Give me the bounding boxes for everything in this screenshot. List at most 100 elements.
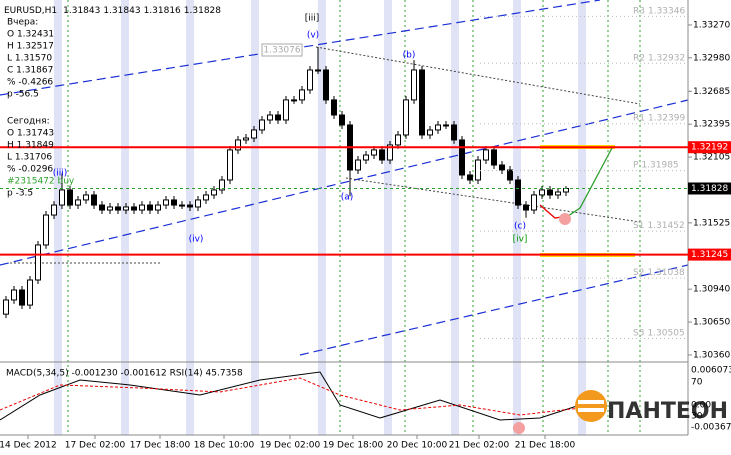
info-line: L 1.31570 xyxy=(7,54,52,64)
candle-body xyxy=(531,194,537,211)
pivot-label: S1 1.31452 xyxy=(633,221,685,231)
candle-body xyxy=(179,204,185,207)
candle-body xyxy=(43,214,49,246)
forecast-arrow xyxy=(567,147,613,217)
candle-body xyxy=(171,199,177,206)
candle-body xyxy=(291,99,297,102)
wave-label: (b) xyxy=(403,51,416,61)
candle-body xyxy=(555,191,561,196)
y-tick-label: 1.31525 xyxy=(693,218,730,228)
candle-body xyxy=(499,164,505,171)
pivot-value: 1.33346 xyxy=(648,6,685,16)
price-tag xyxy=(688,182,731,195)
info-line: p -3.5 xyxy=(7,189,33,199)
wave-label: 1.33076 xyxy=(263,46,300,56)
candle-body xyxy=(475,159,481,181)
info-line: % -0.4266 xyxy=(7,78,53,88)
wave-label: (c) xyxy=(514,222,526,232)
level-label: 1.31245 xyxy=(691,250,728,260)
pivot-value: 1.32399 xyxy=(648,113,685,123)
candle-body xyxy=(99,204,105,211)
session-band xyxy=(186,0,194,435)
candle-body xyxy=(459,139,465,176)
y-tick-label: 1.33270 xyxy=(693,20,730,30)
indicator-axis-label: 70 xyxy=(691,378,703,388)
pivot-name: R1 xyxy=(633,113,645,123)
info-line: H 1.31849 xyxy=(7,141,54,151)
level-tag xyxy=(688,248,731,261)
wave-label: (v) xyxy=(307,31,319,41)
candle-body xyxy=(419,69,425,136)
candle-body xyxy=(147,204,153,211)
marker xyxy=(559,213,571,225)
candle-body xyxy=(275,114,281,121)
candle-body xyxy=(139,204,145,211)
candle-body xyxy=(203,194,209,201)
x-tick-label: 21 Dec 02:00 xyxy=(449,441,510,451)
ohlc-value: 1.31843 xyxy=(103,6,140,16)
pivot-label: R3 1.33346 xyxy=(633,6,685,16)
candle-body xyxy=(395,134,401,146)
session-band xyxy=(513,0,521,435)
ohlc-value: 1.31843 xyxy=(63,6,100,16)
pivot-name: S1 xyxy=(633,221,644,231)
info-line: Вчера: xyxy=(7,18,38,28)
session-bands xyxy=(54,0,641,435)
candle-body xyxy=(123,206,129,211)
indicator-axis-label: 0.00 xyxy=(691,401,711,411)
price-label: 1.31828 xyxy=(691,184,728,194)
candle-body xyxy=(67,189,73,206)
y-tick-label: 1.30940 xyxy=(693,285,730,295)
candle-body xyxy=(35,244,41,281)
session-band xyxy=(384,0,392,435)
y-tick-label: 1.30650 xyxy=(693,318,730,328)
candle-body xyxy=(371,149,377,156)
wave-label: (a) xyxy=(341,193,354,203)
info-line: % -0.0296 xyxy=(7,165,53,175)
logo: ПАНТЕОН xyxy=(575,390,728,424)
session-band xyxy=(578,0,586,435)
pivot-name: P xyxy=(633,160,639,170)
candle-body xyxy=(83,194,89,201)
candle-body xyxy=(539,189,545,196)
info-line: Сегодня: xyxy=(7,117,50,127)
candle-body xyxy=(411,69,417,101)
main-panel xyxy=(3,46,569,319)
wave-label: [iii] xyxy=(305,14,320,24)
candle-body xyxy=(435,124,441,131)
pivot-value: 1.32932 xyxy=(648,53,685,63)
indicator-lines xyxy=(0,371,581,421)
candle-body xyxy=(443,124,449,127)
candle-body xyxy=(115,206,121,211)
info-line: C 1.31867 xyxy=(7,66,53,76)
pivot-name: S2 xyxy=(633,268,644,278)
x-tick-label: 21 Dec 18:00 xyxy=(515,441,576,451)
candle-body xyxy=(91,194,97,206)
pivot-label: P 1.31985 xyxy=(633,160,679,170)
price-box xyxy=(261,43,303,57)
x-tick-label: 20 Dec 10:00 xyxy=(387,441,448,451)
candle-body xyxy=(515,179,521,206)
candle-body xyxy=(355,159,361,171)
indicator-axis-label: 30 xyxy=(691,412,703,422)
session-band xyxy=(251,0,259,435)
session-band xyxy=(121,0,129,435)
info-line: O 1.31743 xyxy=(7,129,54,139)
x-tick-label: 19 Dec 02:00 xyxy=(260,441,321,451)
candle-body xyxy=(187,204,193,208)
candle-body xyxy=(379,149,385,161)
x-tick-label: 17 Dec 02:00 xyxy=(65,441,126,451)
pivot-name: R3 xyxy=(633,6,645,16)
symbol: EURUSD,H1 xyxy=(4,6,57,16)
pivot-label: R1 1.32399 xyxy=(633,113,685,123)
wave-label: (iii) xyxy=(53,169,68,179)
candle-body xyxy=(3,299,9,315)
channel-lower xyxy=(299,264,689,356)
candle-body xyxy=(523,204,529,211)
logo-icon xyxy=(578,408,604,412)
info-line: H 1.32517 xyxy=(7,42,54,52)
candle-body xyxy=(27,279,33,306)
candle-body xyxy=(507,169,513,181)
x-tick-label: 17 Dec 18:00 xyxy=(130,441,191,451)
